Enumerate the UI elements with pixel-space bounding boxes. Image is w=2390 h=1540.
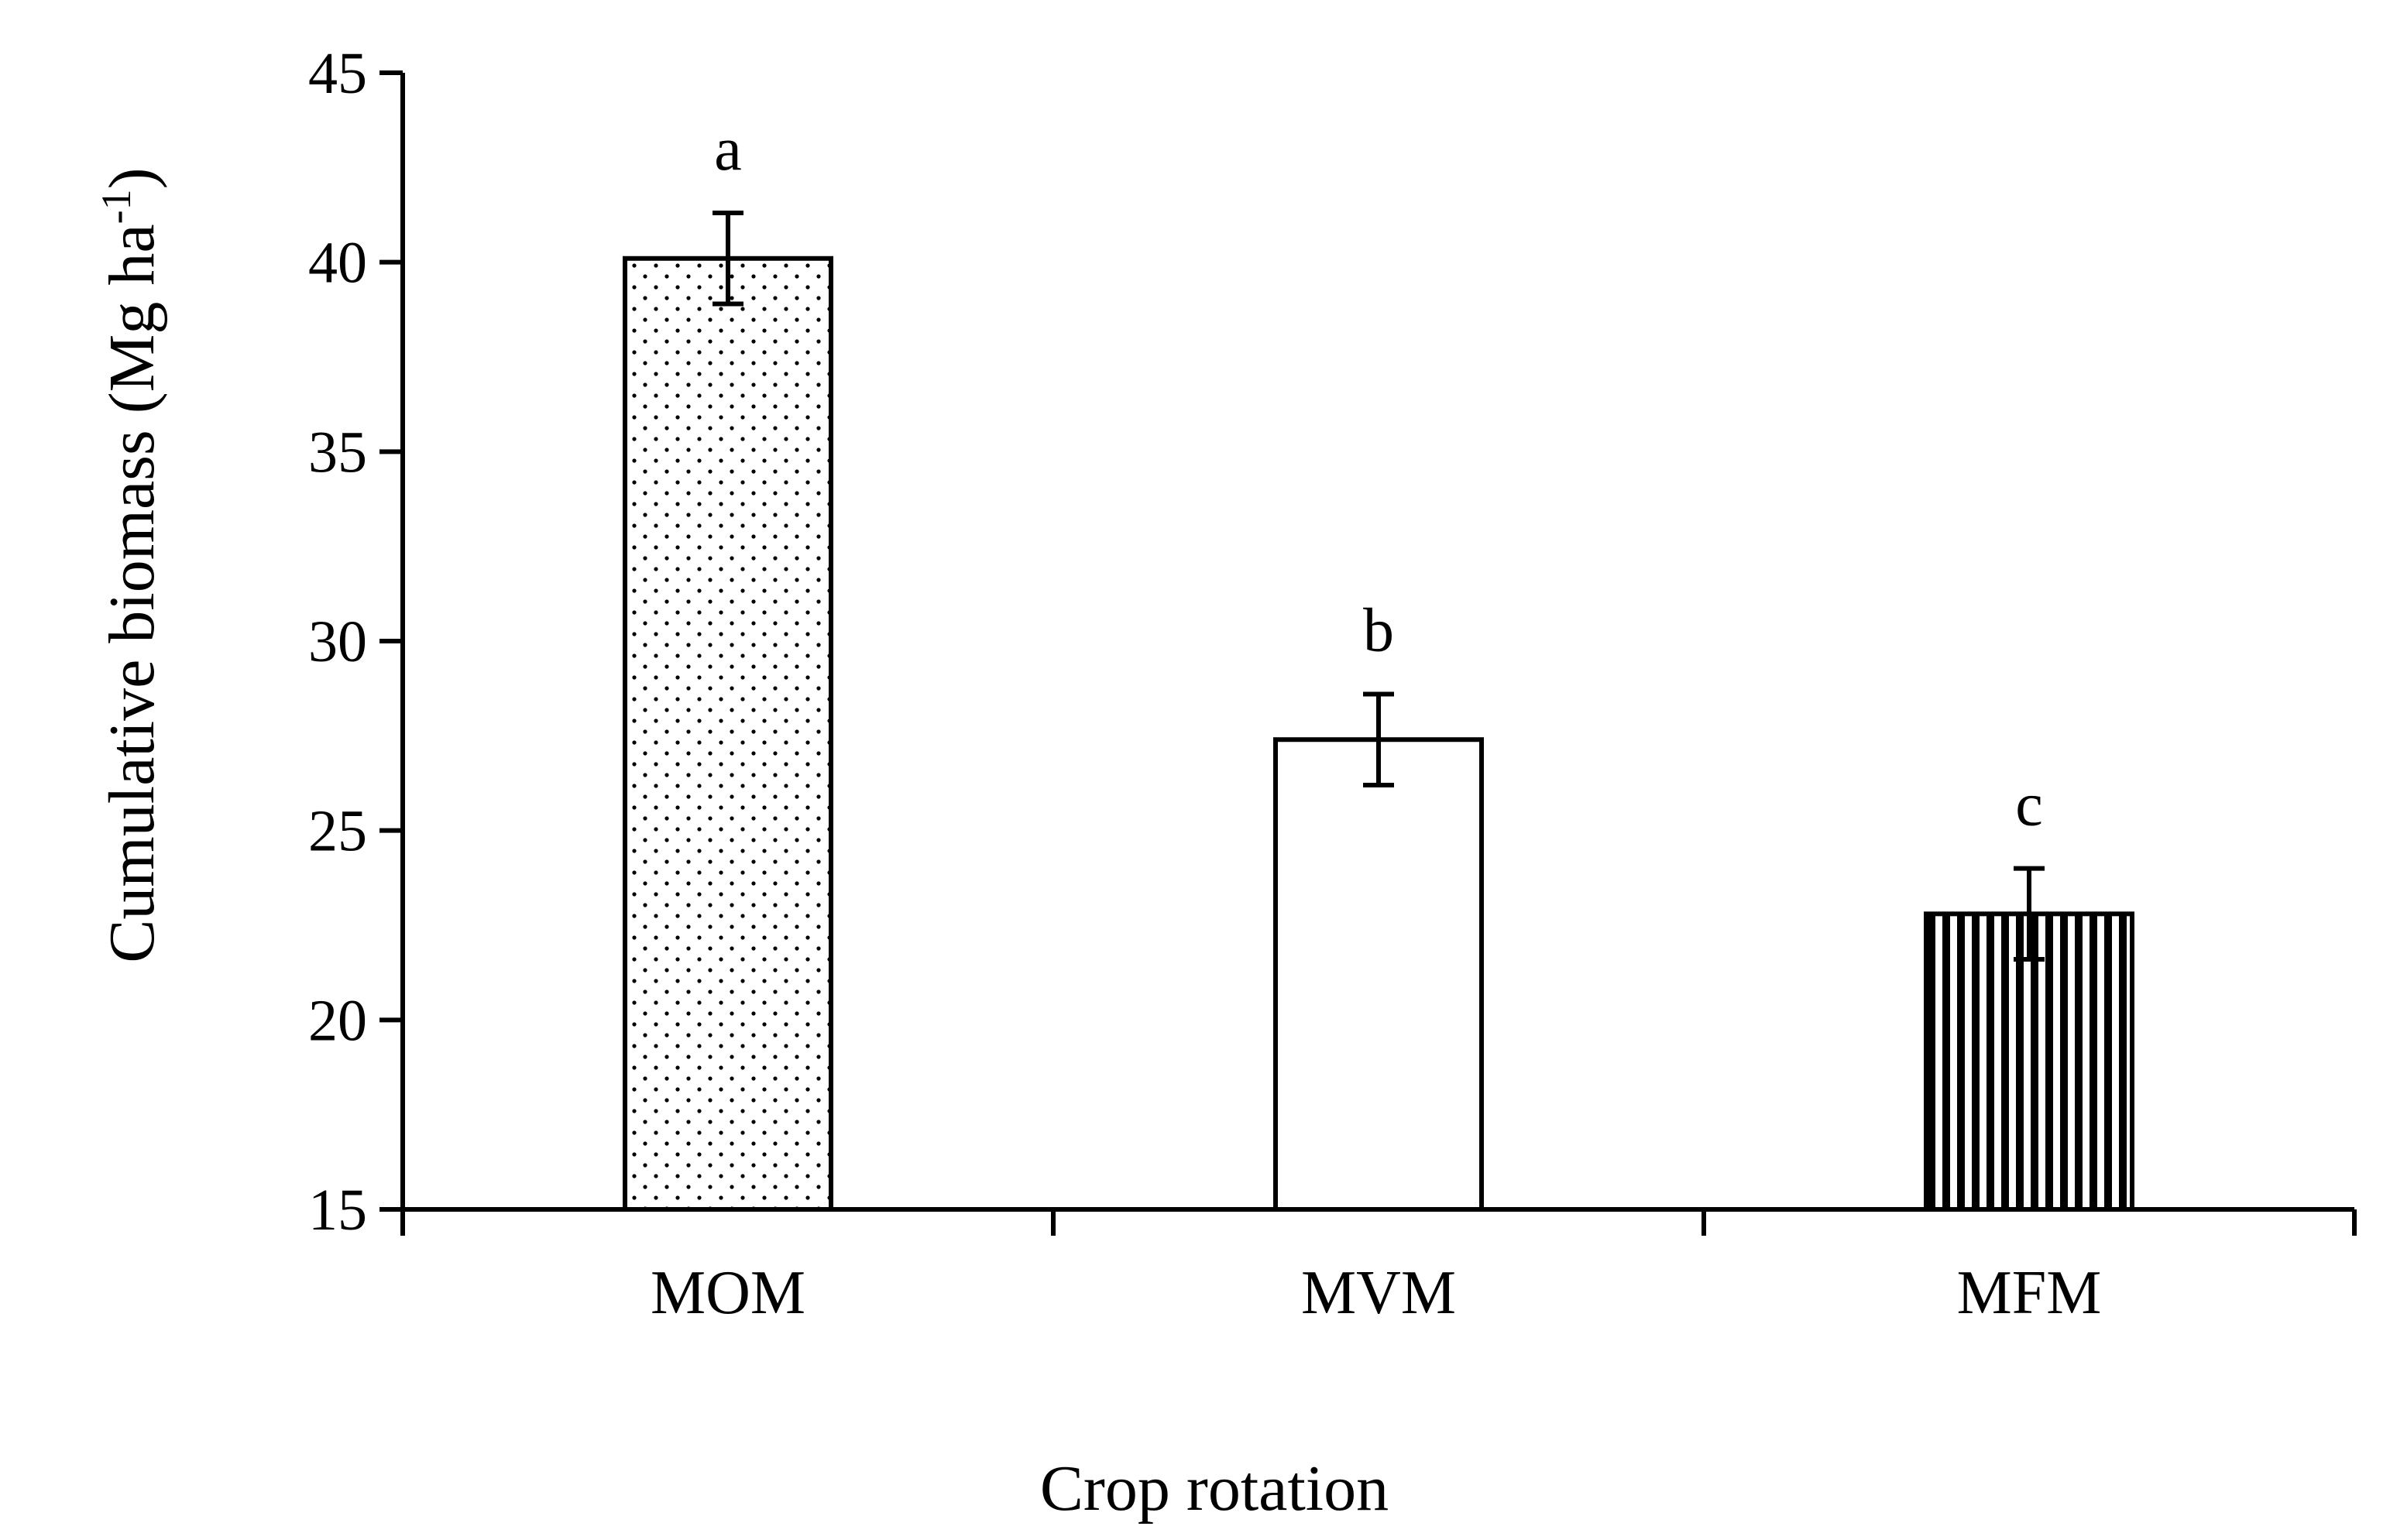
significance-letter-mom: a [714,115,742,183]
error-bar-mvm [1363,691,1394,787]
y-axis-title-main: Cumulative biomass (Mg ha [96,224,168,962]
y-axis-title-superscript: -1 [93,189,139,224]
category-label-mfm: MFM [1957,1259,2102,1327]
y-tick-label: 45 [308,41,367,106]
significance-letter-mfm: c [2015,771,2043,839]
bar-mom [623,256,833,1212]
y-tick-label: 20 [308,988,367,1053]
bar-mvm [1273,737,1484,1212]
error-bar-mom [713,211,743,307]
significance-letter-mvm: b [1363,597,1394,665]
x-axis-title: Crop rotation [1040,1453,1389,1525]
category-label-mom: MOM [651,1259,805,1327]
bar-mfm [1924,911,2134,1212]
y-tick-label: 30 [308,609,367,674]
y-tick-label: 40 [308,231,367,296]
category-label-mvm: MVM [1301,1259,1456,1327]
y-tick-label: 15 [308,1178,367,1243]
error-bar-mfm [2014,866,2045,962]
y-tick-label: 25 [308,799,367,864]
y-axis-title-close: ) [96,167,168,189]
y-tick-label: 35 [308,420,367,485]
y-axis-title: Cumulative biomass (Mg ha-1) [93,167,168,962]
